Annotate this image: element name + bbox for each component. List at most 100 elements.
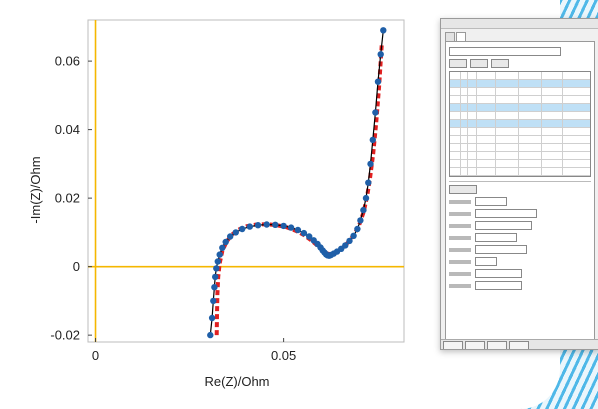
grid-cell [468, 96, 477, 103]
field-label-placeholder [449, 259, 471, 264]
parameter-grid [449, 71, 591, 177]
measured-point [214, 258, 221, 265]
field-label-placeholder [449, 235, 471, 240]
field-box [475, 257, 497, 266]
measured-point [280, 222, 287, 230]
grid-row [450, 168, 590, 176]
grid-cell [461, 168, 468, 175]
grid-row [450, 128, 590, 136]
grid-row [450, 112, 590, 120]
grid-cell [496, 80, 519, 87]
grid-cell [477, 160, 496, 167]
grid-cell [461, 152, 468, 159]
grid-cell [519, 120, 542, 127]
dialog-tab [445, 32, 455, 41]
grid-cell [461, 80, 468, 87]
measured-point [219, 244, 226, 251]
y-tick-label: 0 [73, 259, 80, 274]
grid-cell [496, 120, 519, 127]
measured-point [372, 109, 379, 116]
grid-cell [496, 96, 519, 103]
grid-cell [450, 88, 461, 95]
dialog-button [491, 59, 509, 68]
grid-cell [450, 96, 461, 103]
grid-cell [496, 104, 519, 111]
grid-cell [461, 96, 468, 103]
measured-point [306, 233, 313, 240]
grid-cell [461, 120, 468, 127]
measured-point [380, 27, 387, 34]
x-tick-label: 0 [92, 348, 99, 363]
grid-cell [450, 152, 461, 159]
grid-row [450, 152, 590, 160]
grid-cell [542, 160, 563, 167]
field-row [449, 257, 591, 266]
measured-point [246, 223, 253, 230]
measured-point [350, 232, 357, 239]
dialog-bottom-button [487, 341, 507, 349]
measured-point [232, 229, 239, 236]
y-tick-label: 0.04 [55, 122, 80, 137]
field-box [475, 233, 517, 242]
measured-point [360, 206, 367, 214]
field-row [449, 197, 591, 206]
measured-point [239, 225, 246, 233]
grid-row [450, 80, 590, 88]
grid-row [450, 104, 590, 112]
grid-cell [450, 112, 461, 119]
x-axis-label: Re(Z)/Ohm [205, 374, 270, 389]
grid-cell [461, 136, 468, 143]
dialog-button-row [449, 59, 591, 68]
grid-row [450, 96, 590, 104]
dialog-bottom-button [465, 341, 485, 349]
dialog-tab-active [456, 32, 466, 41]
grid-cell [477, 144, 496, 151]
measured-point [377, 51, 384, 58]
dialog-tab-body [445, 41, 595, 341]
plot-frame [87, 19, 405, 343]
grid-cell [468, 112, 477, 119]
grid-cell [461, 72, 468, 79]
grid-cell [450, 120, 461, 127]
measured-point [357, 217, 364, 224]
grid-cell [519, 144, 542, 151]
measured-point [374, 78, 382, 85]
dialog-titlebar [441, 19, 598, 29]
measured-point [362, 194, 370, 202]
field-row [449, 269, 591, 278]
grid-cell [496, 88, 519, 95]
field-label-placeholder [449, 247, 471, 252]
grid-cell [477, 80, 496, 87]
grid-cell [468, 72, 477, 79]
measured-point [254, 222, 262, 229]
dialog-button [470, 59, 488, 68]
field-label-placeholder [449, 211, 471, 216]
y-tick-label: 0.06 [55, 54, 80, 69]
grid-cell [519, 136, 542, 143]
grid-cell [496, 160, 519, 167]
grid-row [450, 144, 590, 152]
field-row [449, 209, 591, 218]
measured-point [207, 331, 214, 339]
grid-cell [496, 136, 519, 143]
grid-cell [477, 168, 496, 175]
grid-cell [496, 72, 519, 79]
measured-point [216, 251, 223, 258]
grid-cell [450, 128, 461, 135]
field-label-placeholder [449, 199, 471, 204]
grid-cell [468, 144, 477, 151]
field-row [449, 233, 591, 242]
measured-point [272, 221, 279, 228]
y-axis-label: -Im(Z)/Ohm [28, 156, 43, 223]
measured-point [300, 229, 308, 237]
grid-cell [542, 88, 563, 95]
grid-cell [542, 96, 563, 103]
grid-cell [519, 152, 542, 159]
grid-cell [542, 104, 563, 111]
grid-cell [542, 128, 563, 135]
measured-point [342, 242, 349, 249]
field-row [449, 221, 591, 230]
field-label-placeholder [449, 223, 471, 228]
dialog-tabs [445, 32, 595, 41]
field-label-placeholder [449, 283, 471, 288]
